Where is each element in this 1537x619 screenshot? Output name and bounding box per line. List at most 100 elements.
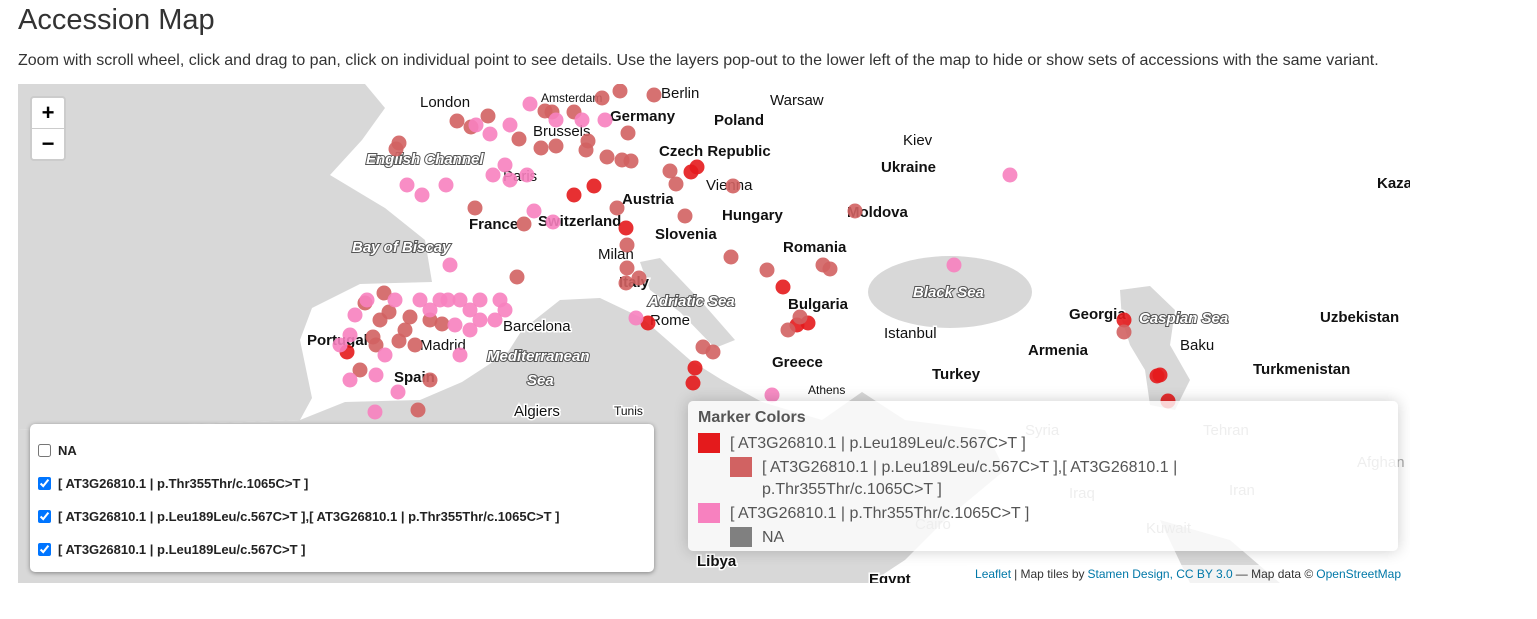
map[interactable]: London Amsterdam Berlin Warsaw Germany Poland…: [18, 84, 1410, 583]
accession-marker[interactable]: [683, 164, 699, 180]
accession-marker[interactable]: [467, 200, 483, 216]
accession-marker[interactable]: [462, 302, 478, 318]
zoom-out[interactable]: −: [41, 131, 55, 156]
accession-marker[interactable]: [687, 360, 703, 376]
accession-marker[interactable]: [537, 103, 553, 119]
accession-marker[interactable]: [407, 337, 423, 353]
accession-marker[interactable]: [775, 279, 791, 295]
accession-marker[interactable]: [367, 404, 383, 420]
accession-marker[interactable]: [422, 302, 438, 318]
accession-marker[interactable]: [566, 187, 582, 203]
accession-marker[interactable]: [526, 203, 542, 219]
accession-marker[interactable]: [440, 292, 456, 308]
accession-marker[interactable]: [497, 157, 513, 173]
accession-marker[interactable]: [1116, 312, 1132, 328]
accession-marker[interactable]: [646, 87, 662, 103]
accession-marker[interactable]: [668, 176, 684, 192]
accession-marker[interactable]: [342, 327, 358, 343]
accession-marker[interactable]: [574, 112, 590, 128]
accession-marker[interactable]: [422, 372, 438, 388]
accession-marker[interactable]: [391, 333, 407, 349]
accession-marker[interactable]: [492, 292, 508, 308]
accession-marker[interactable]: [412, 292, 428, 308]
accession-marker[interactable]: [780, 322, 796, 338]
accession-marker[interactable]: [619, 237, 635, 253]
accession-marker[interactable]: [628, 310, 644, 326]
accession-marker[interactable]: [612, 84, 628, 99]
accession-marker[interactable]: [623, 153, 639, 169]
accession-marker[interactable]: [516, 216, 532, 232]
accession-marker[interactable]: [609, 200, 625, 216]
accession-marker[interactable]: [342, 372, 358, 388]
accession-marker[interactable]: [677, 208, 693, 224]
accession-marker[interactable]: [578, 142, 594, 158]
accession-marker[interactable]: [597, 112, 613, 128]
accession-marker[interactable]: [1116, 324, 1132, 340]
accession-marker[interactable]: [822, 261, 838, 277]
accession-marker[interactable]: [519, 167, 535, 183]
accession-marker[interactable]: [410, 402, 426, 418]
accession-marker[interactable]: [347, 307, 363, 323]
accession-marker[interactable]: [946, 257, 962, 273]
accession-marker[interactable]: [468, 117, 484, 133]
accession-marker[interactable]: [390, 384, 406, 400]
accession-marker[interactable]: [723, 249, 739, 265]
accession-marker[interactable]: [438, 177, 454, 193]
accession-marker[interactable]: [533, 140, 549, 156]
layer-checkbox[interactable]: [38, 477, 51, 490]
accession-marker[interactable]: [399, 177, 415, 193]
accession-marker[interactable]: [442, 257, 458, 273]
layer-checkbox[interactable]: [38, 510, 51, 523]
accession-marker[interactable]: [359, 292, 375, 308]
accession-marker[interactable]: [452, 347, 468, 363]
accession-marker[interactable]: [759, 262, 775, 278]
layer-checkbox[interactable]: [38, 543, 51, 556]
accession-marker[interactable]: [509, 269, 525, 285]
accession-marker[interactable]: [388, 141, 404, 157]
accession-marker[interactable]: [725, 178, 741, 194]
accession-marker[interactable]: [352, 362, 368, 378]
accession-marker[interactable]: [695, 339, 711, 355]
accession-marker[interactable]: [502, 172, 518, 188]
accession-marker[interactable]: [618, 220, 634, 236]
accession-marker[interactable]: [487, 312, 503, 328]
accession-marker[interactable]: [685, 375, 701, 391]
attribution-link[interactable]: Leaflet: [975, 567, 1012, 581]
accession-marker[interactable]: [599, 149, 615, 165]
accession-marker[interactable]: [377, 347, 393, 363]
accession-marker[interactable]: [1002, 167, 1018, 183]
accession-marker[interactable]: [368, 367, 384, 383]
accession-marker[interactable]: [332, 337, 348, 353]
accession-marker[interactable]: [376, 285, 392, 301]
accession-marker[interactable]: [640, 315, 656, 331]
accession-marker[interactable]: [619, 260, 635, 276]
accession-marker[interactable]: [402, 309, 418, 325]
accession-marker[interactable]: [1152, 367, 1168, 383]
accession-marker[interactable]: [462, 322, 478, 338]
accession-marker[interactable]: [452, 292, 468, 308]
accession-marker[interactable]: [480, 108, 496, 124]
accession-marker[interactable]: [472, 312, 488, 328]
accession-marker[interactable]: [365, 329, 381, 345]
accession-marker[interactable]: [511, 131, 527, 147]
accession-marker[interactable]: [397, 322, 413, 338]
accession-marker[interactable]: [548, 112, 564, 128]
accession-marker[interactable]: [847, 203, 863, 219]
accession-marker[interactable]: [482, 126, 498, 142]
accession-marker[interactable]: [381, 304, 397, 320]
accession-marker[interactable]: [522, 96, 538, 112]
accession-marker[interactable]: [618, 275, 634, 291]
accession-marker[interactable]: [548, 138, 564, 154]
layer-checkbox[interactable]: [38, 444, 51, 457]
accession-marker[interactable]: [472, 292, 488, 308]
accession-marker[interactable]: [434, 316, 450, 332]
attribution-link[interactable]: Stamen Design, CC BY 3.0: [1087, 567, 1233, 581]
accession-marker[interactable]: [620, 125, 636, 141]
accession-marker[interactable]: [447, 317, 463, 333]
accession-marker[interactable]: [792, 309, 808, 325]
accession-marker[interactable]: [387, 292, 403, 308]
accession-marker[interactable]: [449, 113, 465, 129]
accession-marker[interactable]: [594, 90, 610, 106]
zoom-in[interactable]: +: [32, 98, 64, 129]
accession-marker[interactable]: [485, 167, 501, 183]
